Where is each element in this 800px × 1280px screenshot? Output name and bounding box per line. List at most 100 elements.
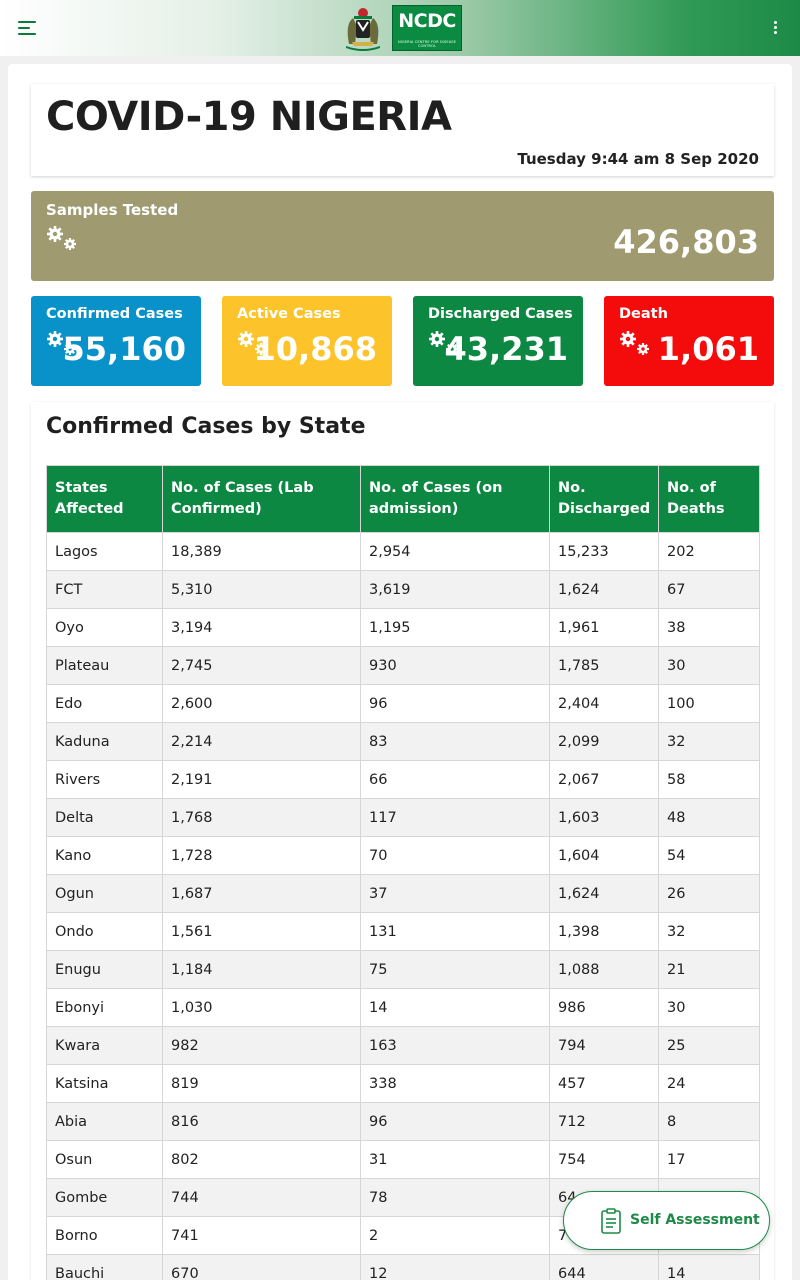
more-vertical-icon[interactable] (772, 19, 780, 37)
page-title: COVID-19 NIGERIA (46, 94, 452, 140)
table-cell: Edo (46, 684, 163, 723)
table-cell: Borno (46, 1216, 163, 1255)
table-cell: 78 (360, 1178, 550, 1217)
table-cell: 1,088 (549, 950, 659, 989)
table-row: Delta 1,768 117 1,603 48 (46, 798, 760, 837)
table-cell: 32 (658, 912, 760, 951)
table-cell: 70 (360, 836, 550, 875)
table-cell: 2,600 (162, 684, 361, 723)
ncdc-logo: NCDC NIGERIA CENTRE FOR DISEASE CONTROL (392, 5, 462, 51)
column-header-lab-confirmed[interactable]: No. of Cases (Lab Confirmed) (162, 465, 361, 533)
table-cell: 744 (162, 1178, 361, 1217)
table-cell: Plateau (46, 646, 163, 685)
table-row: Kaduna 2,214 83 2,099 32 (46, 722, 760, 761)
table-cell: 670 (162, 1254, 361, 1280)
hamburger-menu-icon[interactable] (18, 19, 40, 37)
table-cell: 457 (549, 1064, 659, 1103)
column-header-states[interactable]: States Affected (46, 465, 163, 533)
table-row: Katsina 819 338 457 24 (46, 1064, 760, 1103)
table-cell: 338 (360, 1064, 550, 1103)
samples-tested-value: 426,803 (613, 223, 759, 261)
table-cell: 66 (360, 760, 550, 799)
table-cell: 100 (658, 684, 760, 723)
table-row: Edo 2,600 96 2,404 100 (46, 684, 760, 723)
table-cell: 17 (658, 1140, 760, 1179)
table-row: Lagos 18,389 2,954 15,233 202 (46, 532, 760, 571)
table-cell: 54 (658, 836, 760, 875)
table-cell: Enugu (46, 950, 163, 989)
table-cell: 131 (360, 912, 550, 951)
table-cell: 83 (360, 722, 550, 761)
table-cell: 202 (658, 532, 760, 571)
table-cell: 794 (549, 1026, 659, 1065)
death-card: Death 1,061 (604, 296, 774, 386)
active-cases-label: Active Cases (237, 306, 341, 322)
table-cell: 30 (658, 646, 760, 685)
table-cell: Osun (46, 1140, 163, 1179)
column-header-deaths[interactable]: No. of Deaths (658, 465, 760, 533)
gears-icon (47, 226, 76, 250)
ncdc-logo-subtext: NIGERIA CENTRE FOR DISEASE CONTROL (397, 40, 457, 48)
column-header-on-admission[interactable]: No. of Cases (on admission) (360, 465, 550, 533)
table-cell: Lagos (46, 532, 163, 571)
table-cell: Ogun (46, 874, 163, 913)
gears-icon (620, 331, 649, 355)
table-cell: 8 (658, 1102, 760, 1141)
table-cell: Kano (46, 836, 163, 875)
table-cell: 25 (658, 1026, 760, 1065)
column-header-discharged[interactable]: No. Discharged (549, 465, 659, 533)
gears-icon (429, 331, 458, 355)
table-cell: Bauchi (46, 1254, 163, 1280)
samples-tested-card: Samples Tested 426,803 (31, 191, 774, 281)
table-cell: 741 (162, 1216, 361, 1255)
table-row: Ebonyi 1,030 14 986 30 (46, 988, 760, 1027)
table-cell: 930 (360, 646, 550, 685)
table-cell: 819 (162, 1064, 361, 1103)
table-cell: 1,768 (162, 798, 361, 837)
main-content: COVID-19 NIGERIA Tuesday 9:44 am 8 Sep 2… (8, 64, 792, 1280)
table-cell: 96 (360, 684, 550, 723)
table-row: Rivers 2,191 66 2,067 58 (46, 760, 760, 799)
table-cell: 644 (549, 1254, 659, 1280)
table-cell: 2,214 (162, 722, 361, 761)
death-label: Death (619, 306, 668, 322)
gears-icon (238, 331, 267, 355)
table-cell: 1,624 (549, 570, 659, 609)
table-body: Lagos 18,389 2,954 15,233 202 FCT 5,310 3,619 1,… (46, 532, 760, 1280)
table-cell: 58 (658, 760, 760, 799)
confirmed-cases-value: 55,160 (62, 330, 186, 368)
table-cell: 2,745 (162, 646, 361, 685)
table-cell: Katsina (46, 1064, 163, 1103)
table-cell: 37 (360, 874, 550, 913)
table-cell: Gombe (46, 1178, 163, 1217)
table-cell: 3,619 (360, 570, 550, 609)
table-cell: 14 (360, 988, 550, 1027)
table-cell: 712 (549, 1102, 659, 1141)
discharged-cases-value: 43,231 (444, 330, 568, 368)
header-logos: NCDC NIGERIA CENTRE FOR DISEASE CONTROL (340, 4, 462, 52)
table-cell: 21 (658, 950, 760, 989)
table-row: Bauchi 670 12 644 14 (46, 1254, 760, 1280)
table-cell: 30 (658, 988, 760, 1027)
table-cell: 3,194 (162, 608, 361, 647)
table-cell: 2 (360, 1216, 550, 1255)
table-row: FCT 5,310 3,619 1,624 67 (46, 570, 760, 609)
gears-icon (47, 331, 76, 355)
table-cell: 1,603 (549, 798, 659, 837)
table-cell: 163 (360, 1026, 550, 1065)
table-cell: 75 (360, 950, 550, 989)
table-cell: 2,954 (360, 532, 550, 571)
table-cell: 96 (360, 1102, 550, 1141)
table-cell: 802 (162, 1140, 361, 1179)
table-cell: 1,195 (360, 608, 550, 647)
table-cell: Kwara (46, 1026, 163, 1065)
active-cases-card: Active Cases 10,868 (222, 296, 392, 386)
table-cell: 117 (360, 798, 550, 837)
table-cell: 2,404 (549, 684, 659, 723)
self-assessment-button[interactable]: Self Assessment (563, 1191, 770, 1250)
table-cell: 1,785 (549, 646, 659, 685)
state-table-card: Confirmed Cases by State States Affected… (31, 402, 774, 1280)
table-cell: 816 (162, 1102, 361, 1141)
coat-of-arms-icon (346, 8, 380, 51)
table-cell: 986 (549, 988, 659, 1027)
